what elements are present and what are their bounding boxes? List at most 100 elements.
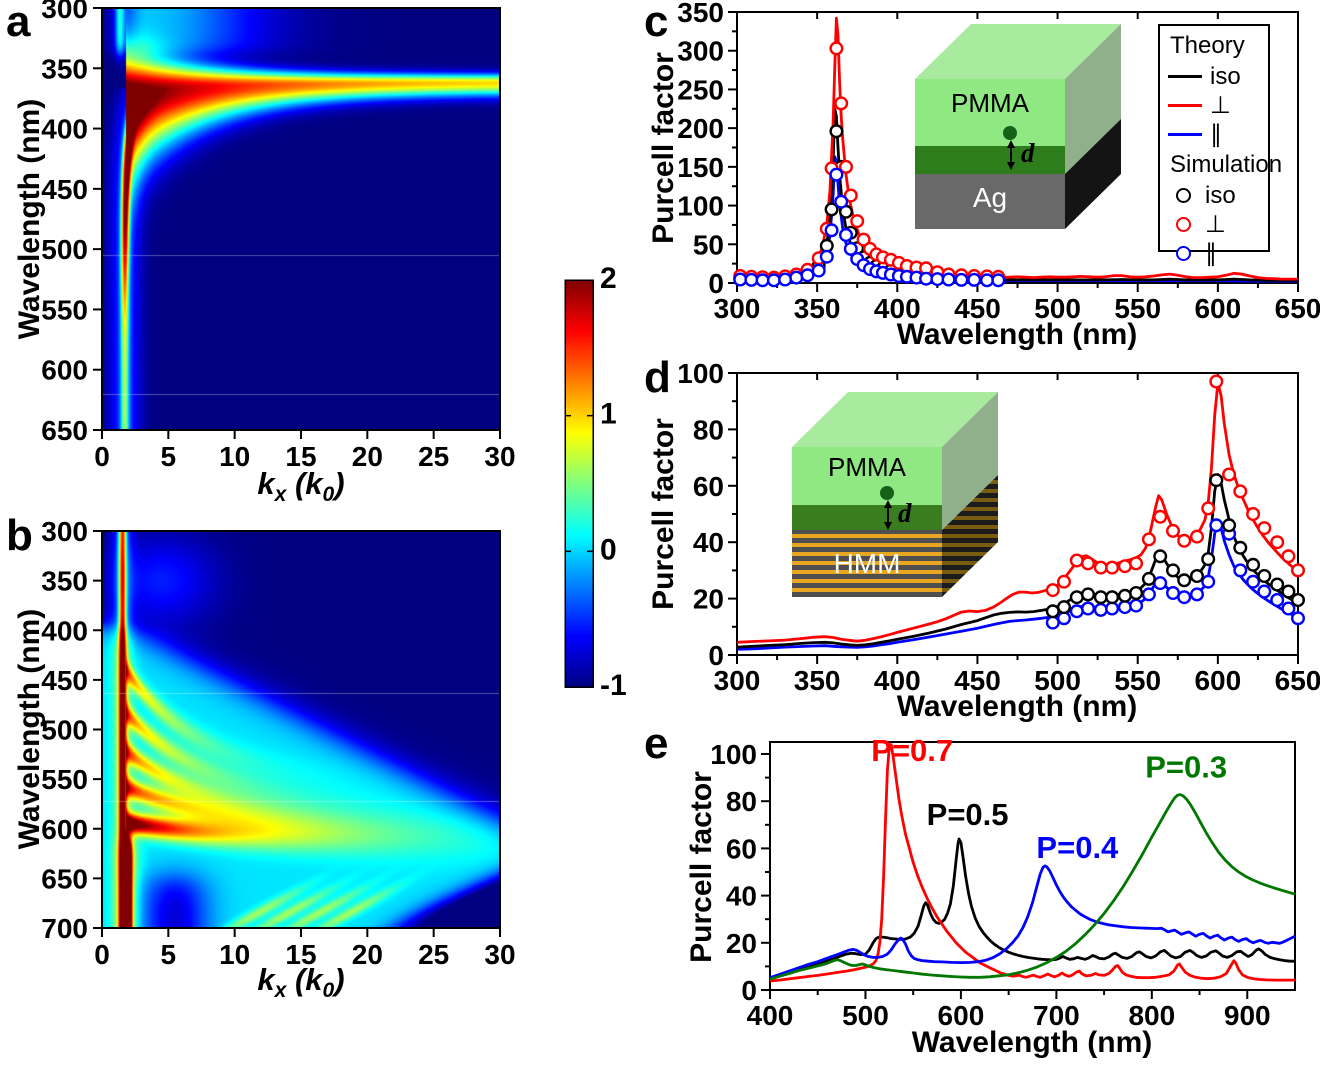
xlabel-b: kx (k0) (181, 962, 421, 1003)
legend-theory-title: Theory (1170, 32, 1245, 59)
y-tick-label: 60 (726, 833, 757, 864)
inset-pmma-hmm: PMMA HMM d (792, 390, 1004, 602)
y-tick-label: 80 (693, 414, 724, 445)
x-tick-label: 900 (1224, 1000, 1271, 1031)
distance-arrow-icon (884, 500, 892, 530)
panel-letter-a: a (6, 0, 31, 46)
annotation-P=0.5: P=0.5 (927, 797, 1009, 832)
legend-c: Theory iso ⊥ ∥ Simulation iso ⊥ ∥ (1158, 24, 1283, 267)
xlabel-d: Wavelength (nm) (896, 690, 1138, 723)
kx-sub-0: 0 (322, 483, 335, 507)
x-tick-label: 30 (484, 939, 515, 970)
series-sim-perp (1045, 374, 1305, 598)
y-tick-label: 80 (726, 786, 757, 817)
colorbar-tick-label: -1 (600, 669, 627, 702)
y-tick-label: 650 (41, 415, 88, 446)
annotation-P=0.7: P=0.7 (871, 733, 953, 768)
y-tick-label: 200 (677, 113, 724, 144)
y-tick-label: 550 (41, 764, 88, 795)
legend-row-theory-iso: iso (1168, 62, 1268, 91)
y-tick-label: 700 (41, 913, 88, 944)
legend-label: iso (1210, 62, 1241, 90)
inset-d-label: d (898, 498, 912, 528)
legend-label: ⊥ (1210, 92, 1231, 119)
black-circle-swatch-icon (1176, 188, 1191, 203)
blue-circle-swatch-icon (1176, 246, 1191, 261)
y-tick-label: 60 (693, 471, 724, 502)
panel-letter-b: b (6, 511, 33, 560)
emitter-dot-icon (1003, 126, 1017, 140)
y-tick-label: 40 (693, 527, 724, 558)
kx-close-paren: ) (334, 962, 345, 997)
x-tick-label: 25 (418, 939, 449, 970)
colorbar-tick-label: 0 (600, 533, 617, 566)
series-sim-iso (1045, 473, 1305, 619)
legend-row-sim-par: ∥ (1168, 239, 1268, 268)
kx-k0: k (305, 962, 323, 997)
legend-row-sim-perp: ⊥ (1168, 210, 1268, 239)
legend-label: ⊥ (1205, 211, 1226, 238)
legend-label: ∥ (1210, 121, 1222, 148)
kx-k: k (257, 466, 275, 501)
series-sim-par (1045, 518, 1305, 630)
series-P=0.4 (769, 864, 1296, 980)
heatmap-b-canvas (102, 531, 500, 928)
blue-line-swatch-icon (1168, 133, 1202, 136)
series-P=0.3 (769, 793, 1296, 981)
x-tick-label: 650 (1275, 293, 1320, 324)
y-tick-label: 50 (693, 229, 724, 260)
x-tick-label: 0 (94, 939, 110, 970)
legend-row-theory-par: ∥ (1168, 120, 1268, 149)
y-tick-label: 600 (41, 355, 88, 386)
emitter-dot-icon (880, 486, 894, 500)
colorbar-tick-label: 1 (600, 398, 617, 431)
red-line-swatch-icon (1168, 104, 1202, 107)
y-tick-label: 400 (41, 114, 88, 145)
y-tick-label: 550 (41, 294, 88, 325)
xlabel-a: kx (k0) (181, 466, 421, 507)
legend-sim-title: Simulation (1170, 151, 1283, 178)
y-tick-label: 350 (677, 0, 724, 28)
kx-sub-x: x (274, 979, 287, 1003)
series-P=0.5 (769, 837, 1295, 981)
x-tick-label: 25 (418, 441, 449, 472)
kx-open-paren: ( (286, 962, 306, 997)
x-tick-label: 400 (747, 1000, 794, 1031)
inset-pmma-ag: PMMA Ag d (915, 22, 1127, 234)
legend-label: ∥ (1205, 240, 1217, 267)
inset-pmma-label: PMMA (951, 88, 1029, 118)
y-tick-label: 350 (41, 53, 88, 84)
y-tick-label: 350 (41, 566, 88, 597)
ylabel-c: Purcell factor (647, 52, 680, 244)
x-tick-label: 350 (794, 665, 841, 696)
x-tick-label: 5 (161, 441, 177, 472)
inset-d-label: d (1021, 138, 1035, 168)
x-tick-label: 650 (1275, 665, 1320, 696)
y-tick-label: 400 (41, 615, 88, 646)
y-tick-label: 450 (41, 665, 88, 696)
legend-label: iso (1205, 181, 1236, 209)
x-tick-label: 300 (714, 665, 761, 696)
y-tick-label: 0 (741, 975, 757, 1006)
y-tick-label: 100 (677, 358, 724, 389)
y-tick-label: 20 (726, 928, 757, 959)
y-tick-label: 300 (41, 0, 88, 24)
xlabel-c: Wavelength (nm) (896, 318, 1138, 351)
panel-letter-c: c (644, 0, 669, 46)
x-tick-label: 5 (161, 939, 177, 970)
annotation-P=0.4: P=0.4 (1036, 830, 1119, 865)
xlabel-e: Wavelength (nm) (911, 1026, 1153, 1059)
kx-open-paren: ( (286, 466, 306, 501)
kx-sub-x: x (274, 483, 287, 507)
y-tick-label: 650 (41, 863, 88, 894)
panel-letter-d: d (644, 353, 671, 402)
ylabel-b: Wavelength (nm) (13, 608, 46, 850)
x-tick-label: 30 (484, 441, 515, 472)
colorbar-canvas (565, 280, 593, 687)
y-tick-label: 500 (41, 234, 88, 265)
inset-pmma-label: PMMA (828, 452, 906, 482)
y-tick-label: 150 (677, 152, 724, 183)
legend-row-theory-perp: ⊥ (1168, 91, 1268, 120)
